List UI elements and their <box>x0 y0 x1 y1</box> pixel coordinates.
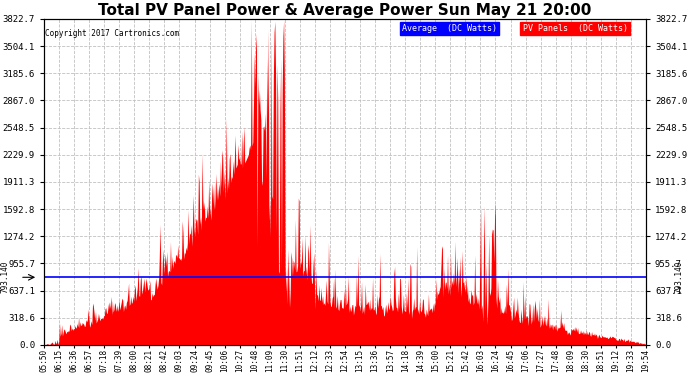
Text: 793.140: 793.140 <box>675 261 684 294</box>
Text: 793.140: 793.140 <box>1 261 10 294</box>
Title: Total PV Panel Power & Average Power Sun May 21 20:00: Total PV Panel Power & Average Power Sun… <box>98 3 592 18</box>
Text: Copyright 2017 Cartronics.com: Copyright 2017 Cartronics.com <box>46 29 179 38</box>
Text: Average  (DC Watts): Average (DC Watts) <box>402 24 497 33</box>
Text: PV Panels  (DC Watts): PV Panels (DC Watts) <box>522 24 628 33</box>
